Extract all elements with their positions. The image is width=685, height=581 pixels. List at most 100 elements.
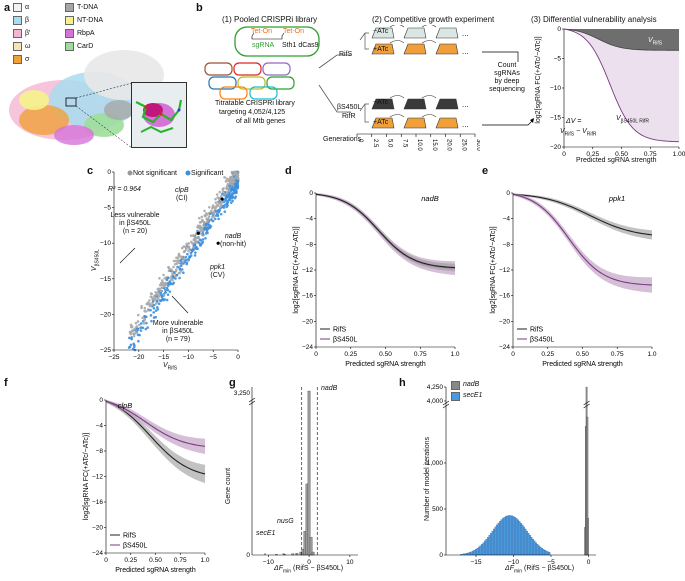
point-significant (152, 306, 156, 310)
sece1-bar (470, 551, 473, 556)
point-not-significant (180, 246, 184, 250)
point-not-significant (153, 296, 157, 299)
xtick-label-3: 0.75 (174, 557, 187, 564)
sece1-bar (514, 517, 516, 556)
legend-swatch-4 (13, 29, 22, 38)
point-significant (137, 339, 140, 343)
legend-label-2: β (25, 17, 30, 24)
point-not-significant (136, 320, 140, 323)
c-ylabel: VβS450L (91, 249, 101, 271)
point-not-significant (200, 215, 204, 219)
sece1-bar (532, 538, 534, 556)
point-not-significant (198, 224, 202, 228)
point-significant (185, 261, 189, 265)
point-not-significant (161, 283, 165, 286)
legend-label-7: CarD (77, 43, 94, 50)
ytick-label-2: −8 (306, 241, 314, 248)
nadb-bar-4 (587, 518, 589, 556)
point-significant (166, 276, 170, 279)
legend-swatch-8 (13, 55, 22, 64)
c3-ytick-label-1: −5 (554, 56, 562, 63)
c-ylabel-sub: βS450L (94, 249, 101, 267)
x-label: Predicted sgRNA strength (345, 361, 426, 368)
panel-h-letter: h (399, 377, 406, 389)
sece1-bar (542, 549, 545, 556)
count-text-line-0: Count (497, 62, 517, 69)
point-not-significant (163, 276, 167, 280)
point-not-significant (182, 258, 186, 261)
sece1-bar (467, 552, 470, 556)
panel-e-letter: e (482, 165, 489, 177)
gene-title: clpB (118, 401, 133, 410)
scatter-v-comparison-chart: −25 −20 −15 −10 −5 0 0 −5 −10 −15 −20 −25 (100, 169, 240, 361)
point-significant (168, 290, 172, 293)
point-significant (128, 336, 131, 340)
point-significant (165, 298, 169, 302)
gen-tick-label-5: 15.0 (431, 139, 437, 151)
point-significant (146, 326, 150, 329)
legend-label-8: σ (25, 56, 30, 63)
ytick-label-0: 0 (99, 397, 103, 404)
point-not-significant (130, 325, 133, 329)
point-significant (186, 252, 189, 256)
point-not-significant (169, 275, 173, 279)
h-xlabel-delta: ΔF (505, 565, 514, 572)
point-significant (184, 255, 188, 259)
point-significant (207, 225, 211, 229)
point-significant (204, 223, 208, 227)
dots-1: ... (462, 29, 469, 38)
ppk1-annotation: ppk1 (CV) (210, 264, 225, 280)
ppk1-name: ppk1 (210, 264, 226, 271)
point-not-significant (212, 205, 216, 209)
c-xlabel-sub: RifS (167, 365, 178, 372)
legend-bs-label: βS450L (123, 543, 147, 550)
h-ytick-label-1: 500 (432, 506, 443, 513)
legend-bs-label: βS450L (530, 337, 554, 344)
point-not-significant (228, 177, 232, 181)
point-not-significant (230, 170, 234, 174)
point-significant (139, 329, 143, 332)
sece1-bar (548, 552, 551, 556)
h-xlabel: ΔFmin (RifS − βS450L) (505, 565, 574, 575)
sece1-bar (529, 535, 531, 556)
gen-tick-label-1: 2.5 (372, 139, 378, 148)
c3-xtick-label-2: 0.50 (615, 151, 628, 158)
point-not-significant (154, 302, 158, 305)
c3-xtick-label-1: 0.25 (586, 151, 599, 158)
strain-bs450l-label: βS450L (337, 104, 362, 111)
point-not-significant (187, 241, 191, 245)
point-significant (130, 337, 133, 341)
h-xtick-label-1: −10 (508, 559, 519, 566)
ytick-label-4: −16 (499, 293, 510, 300)
point-not-significant (138, 323, 141, 327)
sece1-bar (533, 540, 536, 556)
point-significant (178, 276, 181, 280)
point-significant (172, 281, 175, 285)
point-significant (168, 280, 172, 283)
v-rifs-label: VRifS (648, 37, 662, 47)
delta-v-equation: VRifS − VRifR (560, 128, 597, 138)
ytick-label-5: −20 (499, 318, 510, 325)
point-significant (140, 322, 143, 325)
point-significant (204, 231, 208, 235)
point-not-significant (173, 262, 177, 266)
ytick-label-6: −24 (92, 550, 103, 557)
panel-f-letter: f (4, 377, 8, 389)
nadb-annotation: nadB (non-hit) (220, 233, 246, 249)
h-legend-sece1-swatch (451, 392, 460, 401)
point-nadb (196, 231, 200, 235)
crispri-library-diagram (204, 26, 320, 100)
point-significant (201, 231, 205, 235)
v-rifs-line (563, 28, 680, 51)
point-significant (191, 248, 195, 251)
sece1-bar (524, 528, 527, 556)
point-significant (204, 236, 207, 240)
point-not-significant (150, 303, 153, 307)
point-not-significant (200, 226, 204, 230)
count-text-line-2: by deep (494, 78, 520, 86)
c3-ytick-label-4: −20 (550, 144, 561, 151)
point-not-significant (189, 234, 193, 237)
point-significant (155, 300, 159, 303)
point-not-significant (158, 287, 162, 291)
count-text-line-3: sequencing (489, 86, 525, 94)
